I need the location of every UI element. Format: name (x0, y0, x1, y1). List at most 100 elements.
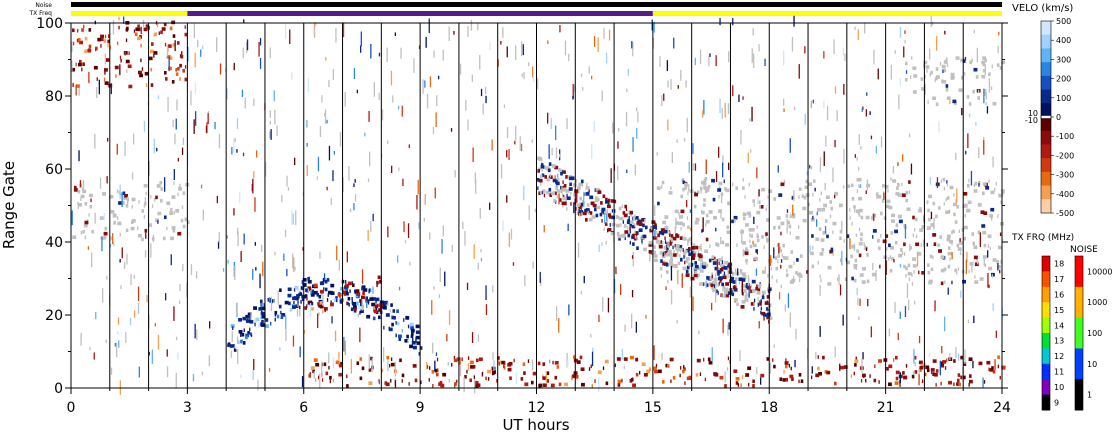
scatter-point (882, 239, 887, 244)
scatter-point (944, 30, 946, 35)
scatter-point (990, 86, 993, 90)
scatter-point (359, 376, 363, 381)
scatter-point (710, 283, 714, 288)
noise-tick-label: 10000 (1087, 267, 1112, 276)
scatter-point (399, 358, 402, 363)
scatter-point (750, 302, 755, 306)
scatter-point (77, 205, 79, 209)
scatter-point (682, 266, 687, 271)
scatter-point (783, 50, 785, 66)
scatter-point (119, 232, 121, 237)
scatter-point (722, 265, 726, 270)
scatter-point (904, 252, 906, 256)
scatter-point (721, 282, 724, 287)
scatter-point (253, 98, 255, 106)
scatter-point (925, 65, 930, 69)
scatter-point (553, 199, 556, 203)
scatter-point (558, 167, 561, 172)
scatter-point (699, 372, 702, 376)
scatter-point (747, 152, 749, 164)
scatter-point (372, 316, 376, 321)
scatter-point (81, 187, 84, 191)
scatter-point (986, 360, 991, 365)
scatter-point (714, 266, 719, 271)
scatter-point (122, 191, 126, 196)
scatter-point (817, 366, 820, 371)
scatter-point (547, 40, 549, 44)
scatter-point (958, 382, 962, 387)
scatter-point (537, 169, 540, 173)
scatter-point (297, 300, 299, 305)
scatter-point (90, 198, 92, 203)
scatter-point (984, 58, 987, 63)
scatter-point (140, 43, 142, 48)
scatter-point (324, 109, 327, 125)
scatter-point (735, 268, 737, 273)
scatter-point (605, 200, 609, 204)
scatter-point (891, 257, 894, 261)
scatter-point (708, 258, 712, 263)
scatter-point (137, 286, 140, 302)
scatter-point (853, 205, 856, 209)
scatter-point (811, 234, 814, 238)
scatter-point (153, 33, 155, 37)
scatter-point (157, 334, 160, 350)
scatter-point (391, 322, 394, 327)
scatter-point (722, 285, 726, 290)
scatter-point (87, 48, 92, 53)
scatter-point (670, 234, 674, 238)
scatter-point (936, 36, 938, 51)
scatter-point (187, 220, 190, 224)
scatter-point (464, 231, 466, 246)
scatter-point (776, 279, 778, 283)
scatter-point (286, 268, 288, 277)
scatter-point (527, 359, 530, 363)
scatter-point (915, 234, 918, 239)
scatter-point (854, 209, 856, 213)
scatter-point (804, 113, 806, 125)
scatter-point (698, 254, 703, 259)
scatter-point (180, 54, 184, 59)
scatter-point (573, 84, 576, 92)
scatter-point (303, 330, 306, 334)
scatter-point (796, 258, 799, 262)
scatter-point (927, 263, 930, 267)
scatter-point (522, 44, 524, 56)
scatter-point (820, 191, 822, 196)
scatter-point (955, 152, 957, 161)
scatter-point (703, 179, 705, 183)
scatter-point (293, 257, 295, 272)
scatter-point (560, 171, 563, 176)
scatter-point (806, 270, 808, 274)
scatter-point (407, 324, 410, 329)
scatter-point (756, 284, 758, 288)
scatter-point (357, 305, 362, 310)
scatter-point (196, 329, 198, 341)
scatter-point (604, 211, 609, 215)
scatter-point (237, 349, 239, 364)
scatter-point (315, 22, 317, 26)
scatter-point (997, 364, 999, 369)
noise-tick-label: 1000 (1087, 298, 1107, 307)
scatter-point (361, 366, 365, 371)
scatter-point (194, 52, 196, 68)
scatter-point (809, 164, 811, 169)
scatter-point (653, 254, 658, 258)
scatter-point (910, 163, 913, 175)
scatter-point (461, 357, 463, 362)
scatter-point (481, 372, 483, 377)
noise-tick-label: 10 (1087, 360, 1097, 369)
scatter-point (507, 367, 512, 372)
scatter-point (788, 363, 790, 368)
scatter-point (819, 326, 821, 337)
scatter-point (782, 243, 785, 248)
scatter-point (424, 194, 426, 205)
scatter-point (888, 243, 891, 248)
txfreq-segment-0 (71, 11, 188, 16)
scatter-point (968, 102, 972, 106)
scatter-point (698, 245, 702, 250)
scatter-point (653, 345, 655, 360)
scatter-point (890, 64, 892, 80)
scatter-point (933, 373, 938, 377)
scatter-point (260, 323, 265, 327)
